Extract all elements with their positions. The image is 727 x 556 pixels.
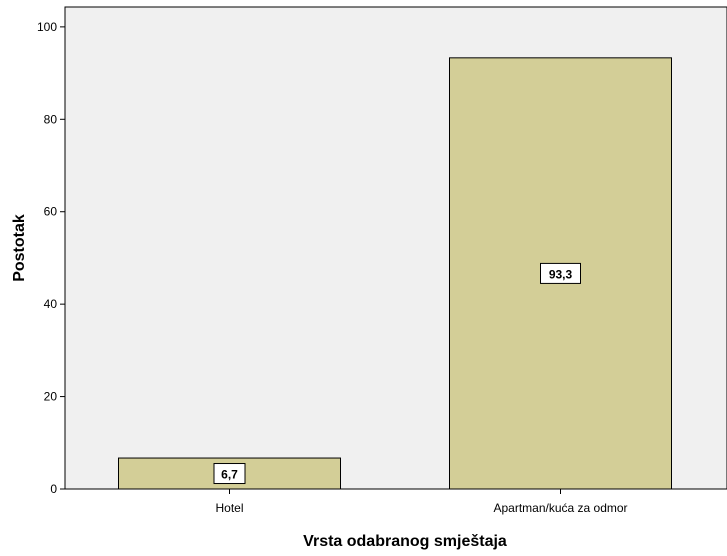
y-axis: 0 20 40 60 80 100 <box>37 20 65 496</box>
y-tick-label: 60 <box>44 205 58 219</box>
data-label-box <box>213 463 246 485</box>
x-tick-label: Apartman/kuća za odmor <box>493 501 627 515</box>
x-tick-label: Hotel <box>215 501 243 515</box>
y-tick-label: 40 <box>44 297 58 311</box>
data-label: 6,7 <box>221 468 238 482</box>
y-tick-label: 100 <box>37 20 57 34</box>
y-tick-label: 20 <box>44 390 58 404</box>
bars-group: 6,7 93,3 <box>118 57 672 490</box>
data-label: 93,3 <box>549 267 573 281</box>
x-axis-title: Vrsta odabranog smještaja <box>303 533 507 550</box>
y-axis-title: Postotak <box>11 214 28 282</box>
data-label-box <box>540 262 581 284</box>
x-axis: Hotel Apartman/kuća za odmor <box>215 489 628 515</box>
y-tick-label: 80 <box>44 112 58 126</box>
y-tick-label: 0 <box>50 482 57 496</box>
